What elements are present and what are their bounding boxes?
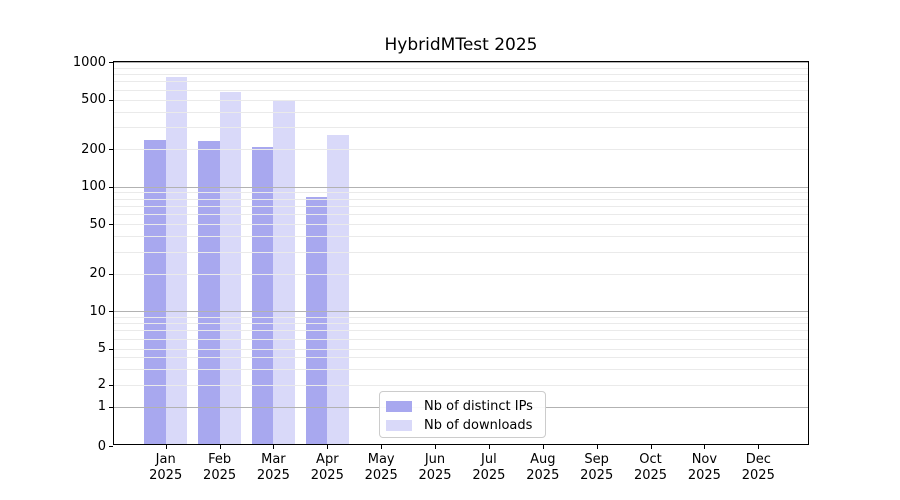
bar-distinct-ips-jan [144, 139, 166, 444]
x-tick-mark [488, 445, 490, 449]
gridline-minor [114, 273, 808, 275]
legend: Nb of distinct IPs Nb of downloads [379, 391, 546, 438]
y-tick-mark [109, 224, 113, 225]
gridline-minor [114, 205, 808, 207]
x-tick-mark [435, 445, 436, 449]
y-tick-label: 20 [89, 266, 106, 281]
gridline-minor [114, 330, 808, 332]
x-tick-label: Feb 2025 [203, 452, 237, 483]
y-tick-label: 200 [81, 141, 106, 157]
gridline-minor [114, 67, 808, 69]
gridline-major [114, 186, 808, 188]
gridline-major [114, 62, 808, 63]
x-tick-mark [165, 445, 167, 449]
x-tick-mark [219, 445, 221, 449]
gridline-minor [114, 198, 808, 200]
legend-swatch-distinct-ips [386, 401, 412, 412]
legend-label-downloads: Nb of downloads [424, 418, 533, 433]
x-tick-mark [542, 445, 544, 449]
gridline-minor [114, 111, 808, 113]
y-tick-mark [109, 446, 113, 447]
y-tick-mark [109, 99, 113, 101]
gridline-minor [114, 368, 808, 370]
x-tick-label: Sep 2025 [580, 452, 614, 483]
gridline-major [114, 311, 808, 312]
bar-distinct-ips-feb [198, 140, 220, 444]
y-tick-label: 500 [81, 92, 106, 107]
gridline-minor [114, 316, 808, 318]
gridline-minor [114, 99, 808, 101]
x-tick-label: Oct 2025 [633, 452, 668, 483]
y-tick-mark [109, 62, 113, 63]
x-tick-label: Jul 2025 [472, 452, 506, 483]
y-tick-label: 50 [89, 216, 106, 232]
chart-title: HybridMTest 2025 [384, 35, 538, 55]
bar-downloads-mar [273, 100, 295, 444]
y-tick-mark [109, 348, 113, 350]
gridline-minor [114, 251, 808, 253]
y-tick-mark [109, 149, 113, 150]
y-tick-label: 0 [97, 438, 106, 454]
x-tick-mark [704, 445, 706, 449]
gridline-minor [114, 149, 808, 150]
x-tick-mark [327, 445, 329, 449]
y-tick-mark [109, 273, 113, 275]
legend-swatch-downloads [386, 420, 412, 431]
x-tick-mark [650, 445, 652, 449]
x-tick-mark [758, 445, 760, 449]
gridline-minor [114, 357, 808, 359]
gridline-minor [114, 384, 808, 386]
bar-downloads-apr [327, 135, 349, 444]
gridline-minor [114, 348, 808, 350]
gridline-minor [114, 127, 808, 129]
gridline-minor [114, 338, 808, 340]
bar-distinct-ips-apr [305, 196, 328, 444]
y-tick-mark [109, 186, 113, 188]
bar-downloads-jan [165, 77, 188, 444]
gridline-minor [114, 74, 808, 76]
gridline-minor [114, 214, 808, 216]
gridline-minor [114, 81, 808, 83]
y-tick-mark [109, 311, 113, 312]
x-tick-label: Apr 2025 [310, 452, 344, 483]
x-tick-mark [381, 445, 383, 449]
plot-area: 1000 500 200 100 50 20 10 5 2 1 0 Jan 2025 Feb 2025 Mar… [73, 55, 809, 483]
gridline-minor [114, 323, 808, 325]
y-tick-label: 1000 [72, 54, 106, 70]
x-tick-label: Dec 2025 [741, 452, 775, 483]
y-tick-label: 2 [97, 377, 106, 392]
x-tick-label: May 2025 [364, 452, 398, 483]
gridline-minor [114, 192, 808, 194]
x-tick-mark [596, 445, 598, 449]
x-tick-label: Jun 2025 [418, 452, 452, 483]
x-tick-mark [273, 445, 275, 449]
legend-entry-downloads: Nb of downloads [386, 416, 545, 435]
gridline-minor [114, 89, 808, 91]
x-tick-label: Nov 2025 [687, 452, 721, 483]
y-tick-label: 100 [81, 179, 106, 194]
legend-label-distinct-ips: Nb of distinct IPs [424, 399, 533, 414]
y-tick-label: 10 [89, 303, 106, 319]
y-tick-label: 5 [97, 341, 106, 356]
y-tick-mark [109, 384, 113, 386]
y-tick-mark [109, 406, 113, 408]
legend-entry-distinct-ips: Nb of distinct IPs [386, 397, 545, 416]
x-tick-label: Mar 2025 [256, 452, 290, 483]
x-tick-label: Jan 2025 [149, 452, 183, 483]
bar-downloads-feb [219, 92, 242, 444]
gridline-minor [114, 236, 808, 237]
bar-distinct-ips-mar [251, 147, 274, 444]
gridline-minor [114, 224, 808, 225]
x-tick-label: Aug 2025 [526, 452, 560, 483]
y-tick-label: 1 [97, 399, 106, 414]
